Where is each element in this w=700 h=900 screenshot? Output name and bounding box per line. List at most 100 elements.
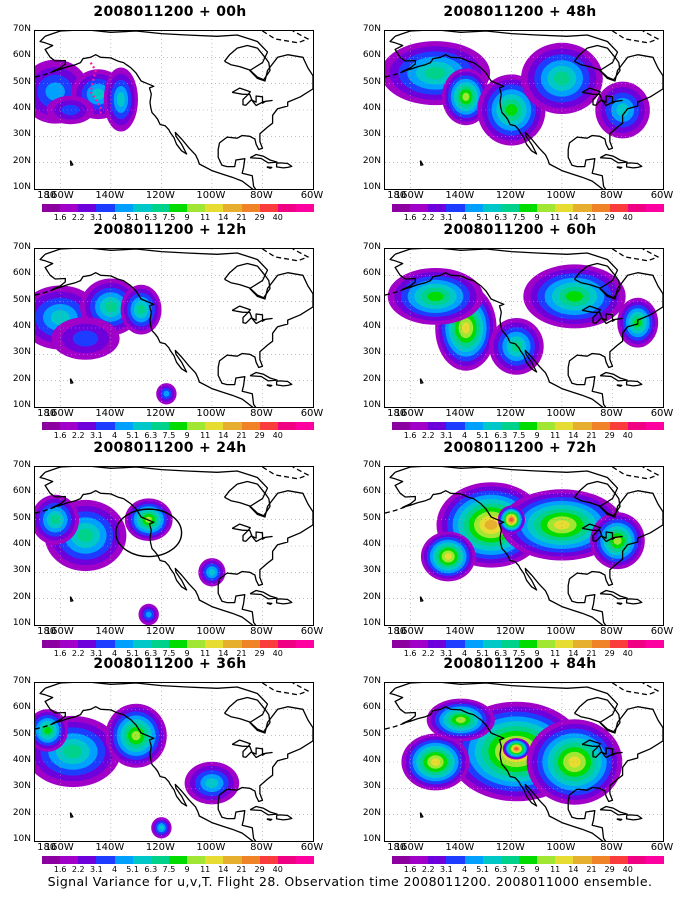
latitude-label: 10N: [362, 182, 381, 192]
colorbar: [42, 204, 315, 212]
colorbar-swatch: [132, 856, 151, 864]
colorbar-swatch: [392, 856, 411, 864]
latitude-label: 50N: [362, 76, 381, 87]
colorbar-label: 2.2: [421, 431, 435, 440]
coastline: [69, 812, 74, 818]
colorbar-label: 1.6: [403, 431, 417, 440]
map-svg: [385, 683, 663, 841]
colorbar-swatch: [187, 640, 206, 648]
coastline: [419, 812, 424, 818]
longitude-label: 160W: [394, 842, 424, 853]
latitude-label: 20N: [362, 155, 381, 166]
longitude-label: 100W: [546, 408, 576, 419]
longitude-label: 180: [387, 190, 407, 201]
coastline: [35, 722, 56, 730]
coastline: [275, 162, 293, 169]
colorbar-label: 40: [272, 431, 283, 440]
coastline: [69, 378, 74, 384]
colorbar-label: 11: [200, 865, 211, 874]
coastline: [581, 305, 623, 325]
latitude-label: 40N: [12, 755, 31, 765]
colorbar-label: 9: [534, 865, 540, 874]
longitude-label: 160W: [394, 626, 424, 637]
colorbar-swatch: [132, 422, 151, 430]
longitude-label: 80W: [600, 190, 623, 201]
coastline: [385, 288, 406, 296]
latitude-label: 60N: [12, 702, 31, 713]
longitude-label: 60W: [650, 190, 674, 201]
colorbar-label: 21: [236, 649, 247, 658]
variance-contour: [444, 553, 452, 560]
coastline: [223, 480, 271, 517]
colorbar-label: 9: [534, 649, 540, 658]
colorbar-swatch: [295, 856, 315, 864]
colorbar-swatch: [446, 204, 465, 212]
colorbar-label: 7.5: [512, 649, 526, 658]
coastline: [625, 814, 643, 821]
colorbar-label: 2.2: [421, 649, 435, 658]
longitude-label: 140W: [445, 190, 475, 201]
latitude-label: 30N: [362, 565, 381, 576]
variance-contour: [566, 291, 583, 302]
colorbar-label: 2.2: [71, 649, 85, 658]
latitude-label: 20N: [12, 591, 31, 602]
colorbar-swatch: [168, 204, 188, 212]
colorbar-swatch: [205, 204, 224, 212]
longitude-label: 100W: [196, 190, 226, 201]
coastline: [39, 467, 313, 625]
colorbar-swatch: [114, 856, 133, 864]
colorbar-swatch: [114, 204, 133, 212]
latitude-label: 70N: [12, 460, 31, 470]
map-panel: 2008011200 + 48h 70N 60N 50N 40N 30N 20N 10N 180…: [350, 4, 690, 222]
coastline: [389, 467, 663, 625]
coastline: [599, 153, 628, 164]
longitude-label: 100W: [196, 408, 226, 419]
latitude-label: 40N: [362, 103, 381, 113]
coastline: [262, 683, 310, 696]
coastline: [275, 814, 293, 821]
coastline: [385, 722, 406, 730]
colorbar-label: 4: [111, 649, 118, 658]
latitude-label: 20N: [362, 373, 381, 384]
colorbar-swatch: [205, 856, 224, 864]
colorbar-swatch: [573, 422, 592, 430]
colorbar-label: 11: [200, 649, 211, 658]
colorbar-label: 9: [184, 213, 190, 222]
variance-contour: [63, 744, 83, 759]
colorbar-label: 7.5: [512, 213, 526, 222]
colorbar-swatch: [187, 856, 206, 864]
coastline: [249, 153, 278, 164]
coastline: [262, 249, 310, 262]
colorbar-swatch: [537, 640, 556, 648]
colorbar-label: 5.1: [126, 865, 140, 874]
variance-contour: [613, 536, 622, 545]
colorbar-swatch: [573, 204, 592, 212]
colorbar-swatch: [241, 640, 260, 648]
colorbar-label: 7.5: [512, 865, 526, 874]
colorbar-label: 14: [218, 865, 229, 874]
longitude-label: 120W: [145, 626, 175, 637]
coastline: [275, 380, 293, 387]
longitude-label: 180: [37, 842, 57, 853]
colorbar-label: 21: [586, 431, 597, 440]
coastline: [231, 523, 273, 543]
colorbar-label: 14: [568, 431, 579, 440]
colorbar-label: 7.5: [512, 431, 526, 440]
colorbar-label: 21: [236, 431, 247, 440]
colorbar-swatch: [627, 422, 646, 430]
coastline: [612, 249, 660, 262]
colorbar-label: 3.1: [90, 213, 103, 222]
latitude-label: 10N: [12, 618, 31, 628]
map-svg: [35, 683, 313, 841]
colorbar-swatch: [168, 422, 188, 430]
latitude-label: 70N: [12, 676, 31, 686]
colorbar-swatch: [241, 422, 260, 430]
colorbar-label: 9: [184, 649, 190, 658]
longitude-label: 140W: [95, 842, 125, 853]
longitude-label: 140W: [95, 408, 125, 419]
latitude-label: 10N: [362, 834, 381, 844]
colorbar-swatch: [277, 422, 296, 430]
latitude-label: 50N: [12, 728, 31, 739]
colorbar-swatch: [518, 856, 538, 864]
variance-map: [384, 466, 664, 626]
